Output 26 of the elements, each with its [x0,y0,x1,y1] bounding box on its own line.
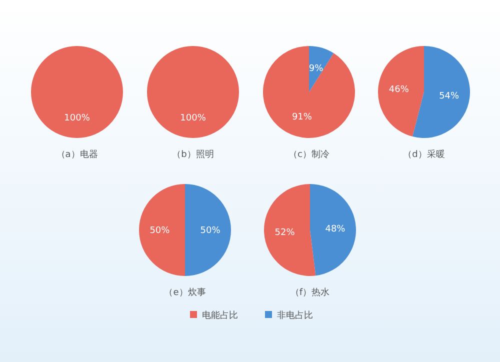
pie-slice [185,184,231,276]
data-label: 50% [200,226,221,236]
pie-slice [412,46,470,138]
data-label: 46% [388,84,410,95]
data-label: 91% [292,112,312,122]
data-label: 48% [325,224,346,235]
text: （d）采暖 [403,149,445,160]
pie-slice [139,184,185,276]
data-label: 52% [274,228,296,238]
text: （a）电器 [56,149,98,160]
pie-slice [264,184,316,276]
data-label: 54% [439,91,460,102]
text: （e）炊事 [164,287,206,298]
pie-slice [310,184,356,276]
data-label: 50% [150,226,170,236]
data-label: 100% [64,113,90,124]
text: （b）照明 [172,149,214,160]
data-label: 9% [308,64,324,74]
legend-label: 非电占比 [277,310,313,322]
text: （c）制冷 [288,149,330,160]
pie-slice [263,46,355,138]
pie-slice [378,46,424,137]
legend-label: 电能占比 [202,310,238,322]
text: （f）热水 [290,287,330,298]
pie-slice [309,46,334,92]
data-label: 100% [180,113,206,124]
